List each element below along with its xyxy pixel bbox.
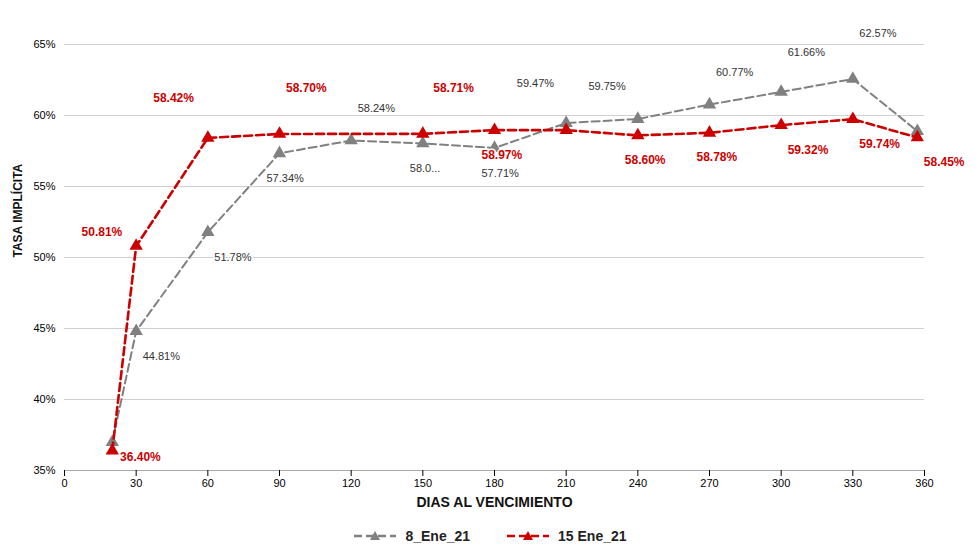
svg-text:58.60%: 58.60% <box>625 153 666 167</box>
svg-text:60.77%: 60.77% <box>716 66 754 78</box>
svg-text:58.78%: 58.78% <box>697 150 738 164</box>
svg-text:58.71%: 58.71% <box>433 81 474 95</box>
svg-text:57.71%: 57.71% <box>482 167 520 179</box>
svg-text:90: 90 <box>273 477 285 489</box>
html-text:8_Ene_21: 8_Ene_21 <box>405 528 470 544</box>
html-text:15 Ene_21: 15 Ene_21 <box>558 528 627 544</box>
svg-text:360: 360 <box>915 477 933 489</box>
svg-text:58.97%: 58.97% <box>482 148 523 162</box>
svg-text:65%: 65% <box>33 38 55 50</box>
svg-text:35%: 35% <box>33 464 55 476</box>
svg-text:240: 240 <box>629 477 647 489</box>
svg-text:51.78%: 51.78% <box>214 251 252 263</box>
svg-text:58.24%: 58.24% <box>358 102 396 114</box>
svg-text:DIAS AL VENCIMIENTO: DIAS AL VENCIMIENTO <box>416 494 572 510</box>
svg-text:270: 270 <box>700 477 718 489</box>
svg-text:210: 210 <box>557 477 575 489</box>
svg-text:330: 330 <box>844 477 862 489</box>
svg-text:59.32%: 59.32% <box>788 143 829 157</box>
svg-text:61.66%: 61.66% <box>788 46 826 58</box>
svg-text:30: 30 <box>130 477 142 489</box>
svg-text:40%: 40% <box>33 393 55 405</box>
svg-text:36.40%: 36.40% <box>120 450 161 464</box>
svg-text:58.42%: 58.42% <box>153 91 194 105</box>
svg-text:TASA IMPLÍCITA: TASA IMPLÍCITA <box>10 163 25 257</box>
svg-text:180: 180 <box>485 477 503 489</box>
svg-text:59.74%: 59.74% <box>859 137 900 151</box>
svg-text:300: 300 <box>772 477 790 489</box>
svg-text:45%: 45% <box>33 322 55 334</box>
svg-text:59.75%: 59.75% <box>588 80 626 92</box>
svg-text:120: 120 <box>342 477 360 489</box>
svg-text:58.45%: 58.45% <box>924 155 965 169</box>
svg-text:55%: 55% <box>33 180 55 192</box>
svg-text:59.47%: 59.47% <box>517 77 555 89</box>
svg-text:50.81%: 50.81% <box>82 225 123 239</box>
svg-text:60%: 60% <box>33 109 55 121</box>
svg-text:57.34%: 57.34% <box>267 172 305 184</box>
svg-text:44.81%: 44.81% <box>143 350 181 362</box>
svg-text:58.70%: 58.70% <box>286 81 327 95</box>
svg-text:60: 60 <box>202 477 214 489</box>
svg-text:150: 150 <box>414 477 432 489</box>
svg-text:50%: 50% <box>33 251 55 263</box>
svg-text:0: 0 <box>61 477 67 489</box>
svg-text:58.0...: 58.0... <box>410 162 441 174</box>
svg-text:62.57%: 62.57% <box>859 27 897 39</box>
